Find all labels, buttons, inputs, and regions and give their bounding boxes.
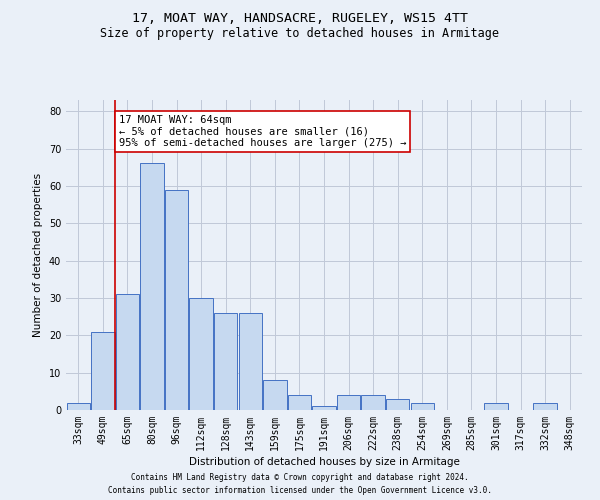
Bar [140,164,164,410]
Bar [386,399,409,410]
Bar [67,402,90,410]
Bar [361,395,385,410]
Text: Size of property relative to detached houses in Armitage: Size of property relative to detached ho… [101,28,499,40]
Bar [214,313,238,410]
Bar [263,380,287,410]
X-axis label: Distribution of detached houses by size in Armitage: Distribution of detached houses by size … [188,457,460,467]
Text: Contains HM Land Registry data © Crown copyright and database right 2024.: Contains HM Land Registry data © Crown c… [131,474,469,482]
Bar [484,402,508,410]
Bar [288,395,311,410]
Text: 17 MOAT WAY: 64sqm
← 5% of detached houses are smaller (16)
95% of semi-detached: 17 MOAT WAY: 64sqm ← 5% of detached hous… [119,115,406,148]
Bar [337,395,360,410]
Bar [116,294,139,410]
Text: 17, MOAT WAY, HANDSACRE, RUGELEY, WS15 4TT: 17, MOAT WAY, HANDSACRE, RUGELEY, WS15 4… [132,12,468,26]
Bar [410,402,434,410]
Bar [165,190,188,410]
Bar [91,332,115,410]
Y-axis label: Number of detached properties: Number of detached properties [33,173,43,337]
Text: Contains public sector information licensed under the Open Government Licence v3: Contains public sector information licen… [108,486,492,495]
Bar [313,406,335,410]
Bar [239,313,262,410]
Bar [533,402,557,410]
Bar [190,298,213,410]
